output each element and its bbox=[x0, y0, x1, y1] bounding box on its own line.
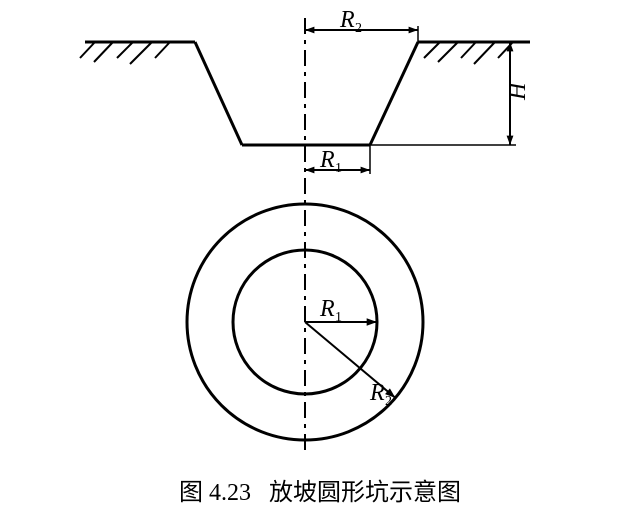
svg-text:1: 1 bbox=[335, 310, 342, 325]
svg-text:1: 1 bbox=[335, 161, 342, 176]
svg-text:2: 2 bbox=[355, 21, 362, 36]
figure-container: R2R1HR1R2 图 4.23 放坡圆形坑示意图 bbox=[0, 0, 640, 516]
svg-text:R: R bbox=[339, 7, 355, 33]
caption-text: 放坡圆形坑示意图 bbox=[269, 480, 461, 506]
figure-caption: 图 4.23 放坡圆形坑示意图 bbox=[0, 472, 640, 507]
svg-text:H: H bbox=[505, 81, 531, 101]
svg-text:2: 2 bbox=[385, 394, 392, 409]
diagram-svg: R2R1HR1R2 bbox=[0, 0, 640, 516]
svg-text:R: R bbox=[369, 380, 385, 406]
svg-text:R: R bbox=[319, 147, 335, 173]
svg-text:R: R bbox=[319, 296, 335, 322]
caption-prefix: 图 4.23 bbox=[179, 480, 251, 506]
